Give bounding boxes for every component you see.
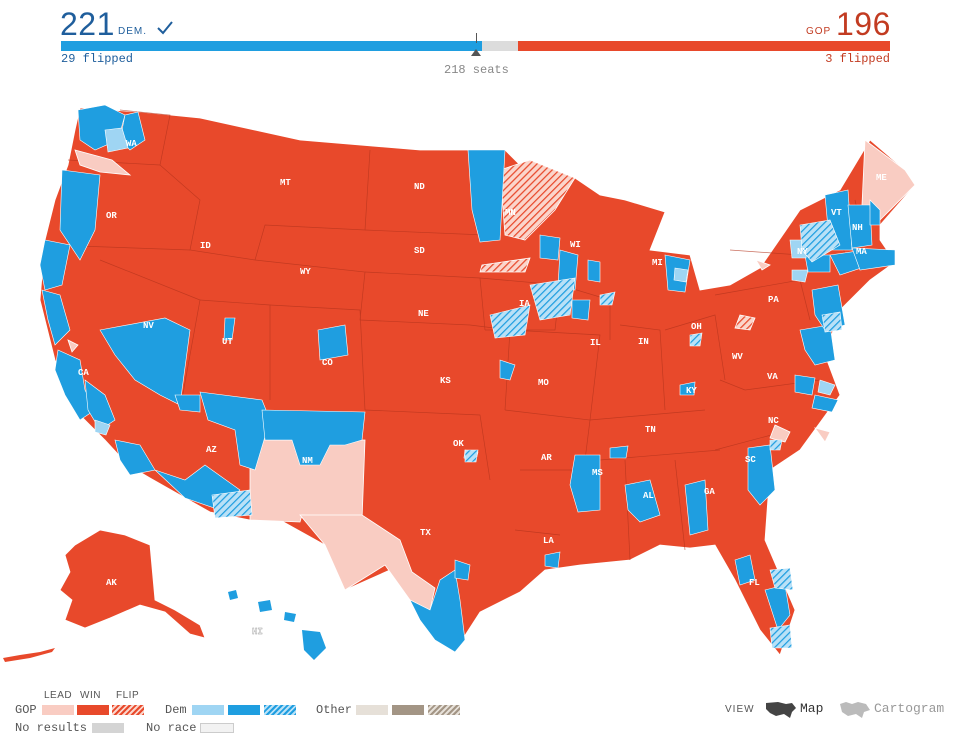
label-OK: OK xyxy=(453,439,464,449)
undecided-seat-bar xyxy=(482,41,518,51)
label-MN: MN xyxy=(505,208,516,218)
gop-flipped: 3 flipped xyxy=(825,52,890,66)
winner-check-icon xyxy=(157,21,173,35)
label-NY: NY xyxy=(797,247,808,257)
label-VA: VA xyxy=(767,372,778,382)
label-IN: IN xyxy=(638,337,649,347)
legend-gop-lead-swatch xyxy=(42,705,74,715)
majority-tick xyxy=(476,33,477,43)
label-CO: CO xyxy=(322,358,333,368)
label-VT: VT xyxy=(831,208,842,218)
majority-arrow-icon xyxy=(471,49,481,56)
label-OR: OR xyxy=(106,211,117,221)
label-MS: MS xyxy=(592,468,603,478)
label-WI: WI xyxy=(570,240,581,250)
gop-seat-count: 196 xyxy=(836,6,891,42)
majority-seats-label: 218 seats xyxy=(444,63,509,77)
label-AZ: AZ xyxy=(206,445,217,455)
label-ID: ID xyxy=(200,241,211,251)
legend-dem-label: Dem xyxy=(165,703,187,717)
label-IL: IL xyxy=(590,338,601,348)
label-NH: NH xyxy=(852,223,863,233)
aleutians[interactable] xyxy=(3,648,55,662)
legend-other-win-swatch xyxy=(392,705,424,715)
label-UT: UT xyxy=(222,337,233,347)
label-KS: KS xyxy=(440,376,451,386)
view-map-button[interactable]: Map xyxy=(800,701,824,716)
label-CA: CA xyxy=(78,368,89,378)
legend-gop-win-swatch xyxy=(77,705,109,715)
label-HI: HI xyxy=(252,627,263,637)
label-AR: AR xyxy=(541,453,552,463)
view-label: VIEW xyxy=(725,704,755,715)
label-PA: PA xyxy=(768,295,779,305)
label-FL: FL xyxy=(749,578,760,588)
label-AL: AL xyxy=(643,491,654,501)
legend-gop-label: GOP xyxy=(15,703,37,717)
cartogram-icon[interactable] xyxy=(838,700,872,720)
label-NE: NE xyxy=(418,309,429,319)
view-cartogram-button[interactable]: Cartogram xyxy=(874,701,945,716)
legend-dem-lead-swatch xyxy=(192,705,224,715)
legend-no-race-label: No race xyxy=(146,721,197,735)
label-KY: KY xyxy=(686,386,697,396)
label-WA: WA xyxy=(126,139,137,149)
label-ME: ME xyxy=(876,173,887,183)
label-MI: MI xyxy=(652,258,663,268)
label-NV: NV xyxy=(143,321,154,331)
label-MT: MT xyxy=(280,178,291,188)
legend-no-results-swatch xyxy=(92,723,124,733)
label-ND: ND xyxy=(414,182,425,192)
us-map-icon[interactable] xyxy=(764,700,798,720)
dem-label: DEM. xyxy=(118,26,147,37)
label-TN: TN xyxy=(645,425,656,435)
gop-lead-districts[interactable] xyxy=(67,139,916,611)
label-GA: GA xyxy=(704,487,715,497)
label-IA: IA xyxy=(519,299,530,309)
legend-flip-header: FLIP xyxy=(116,690,140,701)
dem-flip-districts[interactable] xyxy=(211,219,843,649)
dem-seat-bar xyxy=(61,41,482,51)
label-NC: NC xyxy=(768,416,779,426)
legend-lead-header: LEAD xyxy=(44,690,73,701)
label-NM: NM xyxy=(302,456,313,466)
legend-dem-win-swatch xyxy=(228,705,260,715)
legend-gop-flip-swatch xyxy=(112,705,144,715)
label-OH: OH xyxy=(691,322,702,332)
label-AK: AK xyxy=(106,578,117,588)
dem-flipped: 29 flipped xyxy=(61,52,134,66)
legend-other-flip-swatch xyxy=(428,705,460,715)
label-SC: SC xyxy=(745,455,756,465)
legend-other-lead-swatch xyxy=(356,705,388,715)
alaska[interactable] xyxy=(59,529,206,639)
gop-label: GOP xyxy=(806,26,832,37)
label-WY: WY xyxy=(300,267,311,277)
legend-no-race-swatch xyxy=(200,723,234,733)
district-map[interactable]: WA OR CA NV ID MT WY UT AZ CO NM ND SD N… xyxy=(0,90,971,680)
legend-no-results-label: No results xyxy=(15,721,88,735)
hawaii[interactable] xyxy=(228,590,326,660)
label-MO: MO xyxy=(538,378,549,388)
label-LA: LA xyxy=(543,536,554,546)
legend-other-label: Other xyxy=(316,703,353,717)
gop-flip-districts[interactable] xyxy=(479,159,756,331)
label-TX: TX xyxy=(420,528,431,538)
label-WV: WV xyxy=(732,352,743,362)
dem-seat-count: 221 xyxy=(60,6,115,42)
state-labels: WA OR CA NV ID MT WY UT AZ CO NM ND SD N… xyxy=(78,139,887,637)
label-MA: MA xyxy=(856,247,867,257)
gop-seat-bar xyxy=(518,41,890,51)
legend-dem-flip-swatch xyxy=(264,705,296,715)
label-SD: SD xyxy=(414,246,425,256)
legend-win-header: WIN xyxy=(80,690,101,701)
